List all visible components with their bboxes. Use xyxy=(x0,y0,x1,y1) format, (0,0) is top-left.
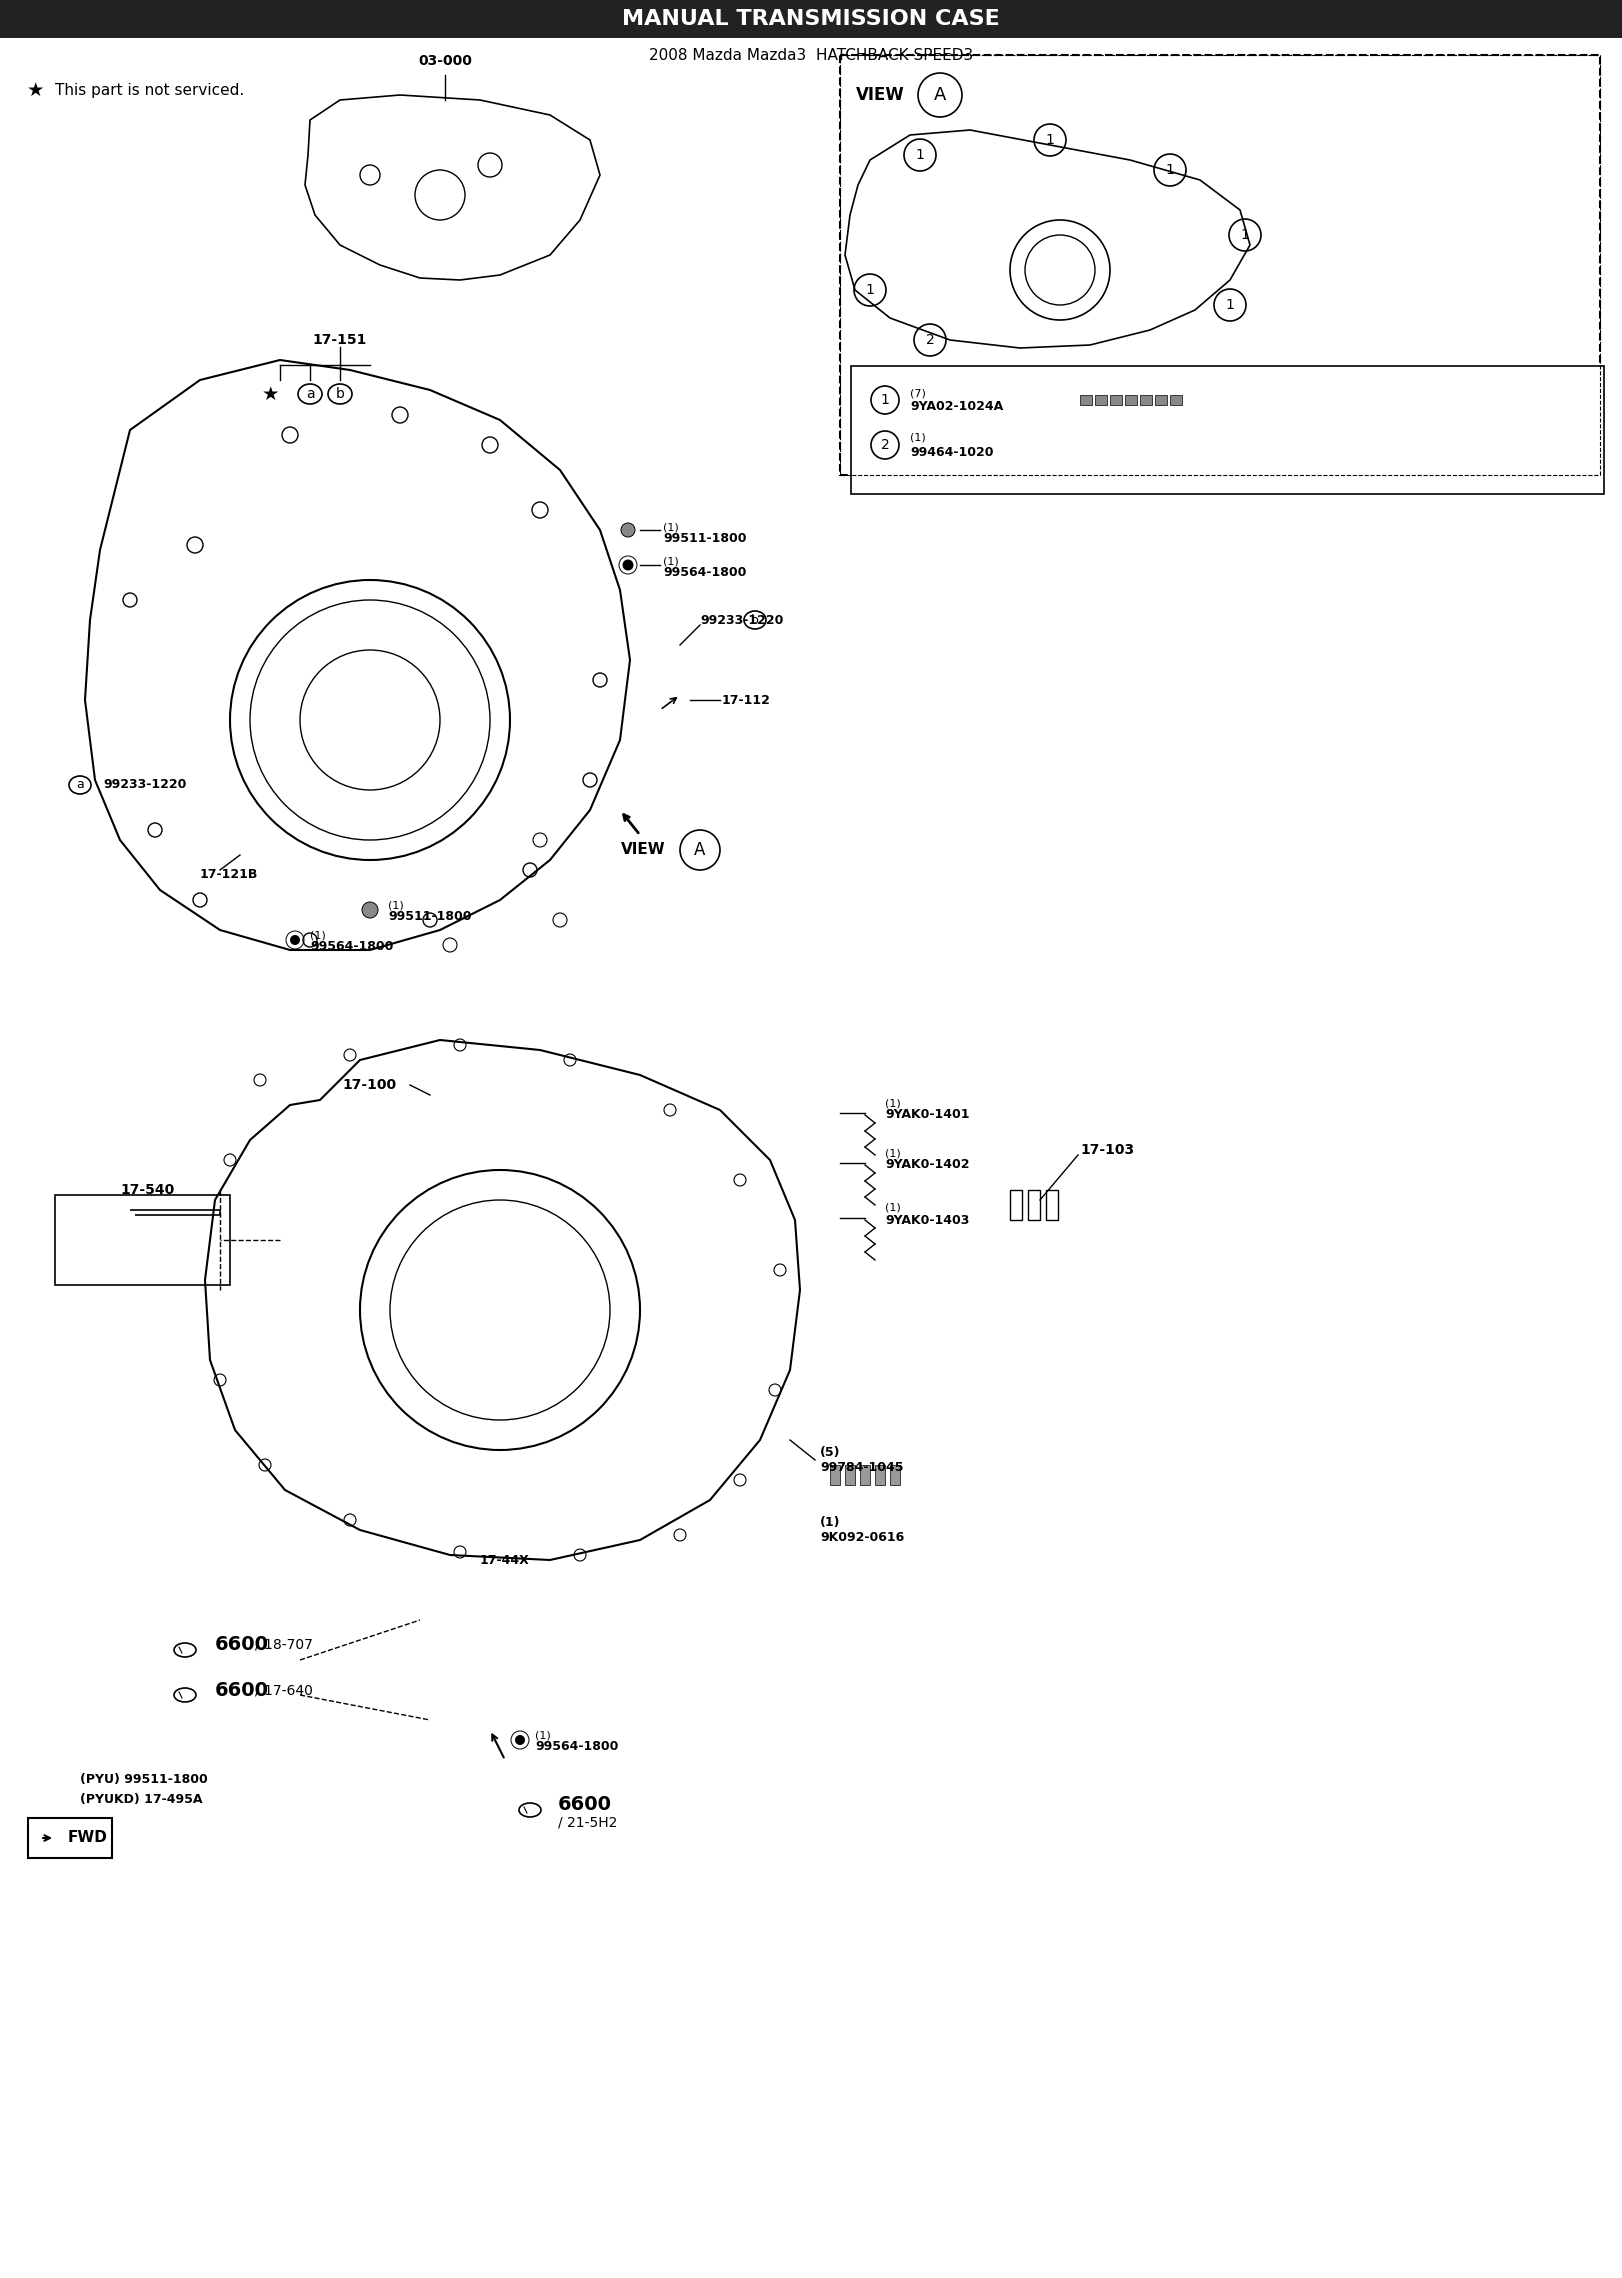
Text: (1): (1) xyxy=(886,1148,900,1157)
Text: (PYU) 99511-1800: (PYU) 99511-1800 xyxy=(79,1775,208,1786)
Text: 1: 1 xyxy=(866,282,874,296)
Text: 1: 1 xyxy=(1166,164,1174,178)
Text: 17-151: 17-151 xyxy=(313,333,367,346)
Text: 6600: 6600 xyxy=(216,1681,269,1699)
Text: 99564-1800: 99564-1800 xyxy=(310,939,394,952)
Circle shape xyxy=(362,902,378,918)
Text: 17-100: 17-100 xyxy=(342,1077,397,1091)
Text: (1): (1) xyxy=(310,932,326,941)
Text: 9YAK0-1402: 9YAK0-1402 xyxy=(886,1160,970,1171)
Text: a: a xyxy=(305,387,315,401)
Circle shape xyxy=(290,934,300,945)
Bar xyxy=(860,1465,869,1485)
Text: 99233-1220: 99233-1220 xyxy=(104,779,187,790)
Circle shape xyxy=(516,1736,526,1745)
Text: / 17-640: / 17-640 xyxy=(255,1683,313,1697)
Text: (1): (1) xyxy=(388,902,404,911)
Circle shape xyxy=(623,560,633,570)
Bar xyxy=(1028,1189,1040,1221)
Text: / 21-5H2: / 21-5H2 xyxy=(558,1816,618,1829)
Text: a: a xyxy=(76,779,84,790)
Text: (5)
99784-1045: (5) 99784-1045 xyxy=(821,1447,903,1474)
Text: 1: 1 xyxy=(881,394,889,408)
Bar xyxy=(1011,1189,1022,1221)
Text: 1: 1 xyxy=(1226,298,1234,312)
Text: 17-44X: 17-44X xyxy=(480,1554,530,1567)
Text: 99564-1800: 99564-1800 xyxy=(535,1740,618,1754)
Bar xyxy=(55,1196,230,1285)
Text: A: A xyxy=(934,87,946,105)
Text: 17-540: 17-540 xyxy=(120,1182,174,1196)
Text: 17-112: 17-112 xyxy=(722,693,770,706)
Text: 99564-1800: 99564-1800 xyxy=(663,565,746,579)
Bar xyxy=(1169,394,1182,405)
Bar xyxy=(1155,394,1166,405)
Bar xyxy=(1046,1189,1058,1221)
Text: ★: ★ xyxy=(261,385,279,403)
Bar xyxy=(1095,394,1106,405)
Text: A: A xyxy=(694,841,706,859)
Text: 17-121B: 17-121B xyxy=(200,868,258,882)
Text: (1): (1) xyxy=(663,522,678,533)
Bar xyxy=(1109,394,1122,405)
Text: ★: ★ xyxy=(26,80,44,100)
Text: 99511-1800: 99511-1800 xyxy=(388,909,472,923)
Text: 2: 2 xyxy=(926,333,934,346)
Text: 99233-1220: 99233-1220 xyxy=(701,613,783,626)
Text: FWD: FWD xyxy=(68,1832,109,1845)
Text: VIEW: VIEW xyxy=(621,843,667,857)
Bar xyxy=(830,1465,840,1485)
Bar xyxy=(845,1465,855,1485)
Text: 99511-1800: 99511-1800 xyxy=(663,531,746,544)
Text: (PYUKD) 17-495A: (PYUKD) 17-495A xyxy=(79,1793,203,1806)
Text: (1)
9K092-0616: (1) 9K092-0616 xyxy=(821,1515,903,1544)
FancyBboxPatch shape xyxy=(852,367,1604,494)
Text: 6600: 6600 xyxy=(558,1795,611,1816)
Text: 2008 Mazda Mazda3  HATCHBACK SPEED3: 2008 Mazda Mazda3 HATCHBACK SPEED3 xyxy=(649,48,973,62)
Circle shape xyxy=(621,524,634,538)
Text: (1): (1) xyxy=(886,1203,900,1212)
Text: (1): (1) xyxy=(910,433,926,442)
Text: 6600: 6600 xyxy=(216,1636,269,1654)
Text: 03-000: 03-000 xyxy=(418,55,472,68)
FancyBboxPatch shape xyxy=(0,0,1622,39)
Bar xyxy=(1140,394,1152,405)
Text: 1: 1 xyxy=(915,148,925,162)
Text: 1: 1 xyxy=(1241,228,1249,241)
Text: (1): (1) xyxy=(886,1098,900,1107)
Text: VIEW: VIEW xyxy=(856,87,905,105)
Text: (7): (7) xyxy=(910,387,926,399)
Text: b: b xyxy=(751,613,759,626)
Bar xyxy=(890,1465,900,1485)
Text: b: b xyxy=(336,387,344,401)
Text: 1: 1 xyxy=(1046,132,1054,148)
Text: 99464-1020: 99464-1020 xyxy=(910,446,994,458)
Text: 17-103: 17-103 xyxy=(1080,1144,1134,1157)
Text: 9YA02-1024A: 9YA02-1024A xyxy=(910,401,1004,415)
Text: MANUAL TRANSMISSION CASE: MANUAL TRANSMISSION CASE xyxy=(623,9,999,30)
Text: This part is not serviced.: This part is not serviced. xyxy=(55,82,245,98)
Text: / 18-707: / 18-707 xyxy=(255,1638,313,1652)
Text: (1): (1) xyxy=(535,1731,551,1740)
Bar xyxy=(874,1465,886,1485)
Bar xyxy=(1080,394,1092,405)
Bar xyxy=(1126,394,1137,405)
Text: 9YAK0-1403: 9YAK0-1403 xyxy=(886,1214,970,1226)
Text: (1): (1) xyxy=(663,556,678,565)
Text: 9YAK0-1401: 9YAK0-1401 xyxy=(886,1109,970,1121)
Text: 2: 2 xyxy=(881,437,889,451)
